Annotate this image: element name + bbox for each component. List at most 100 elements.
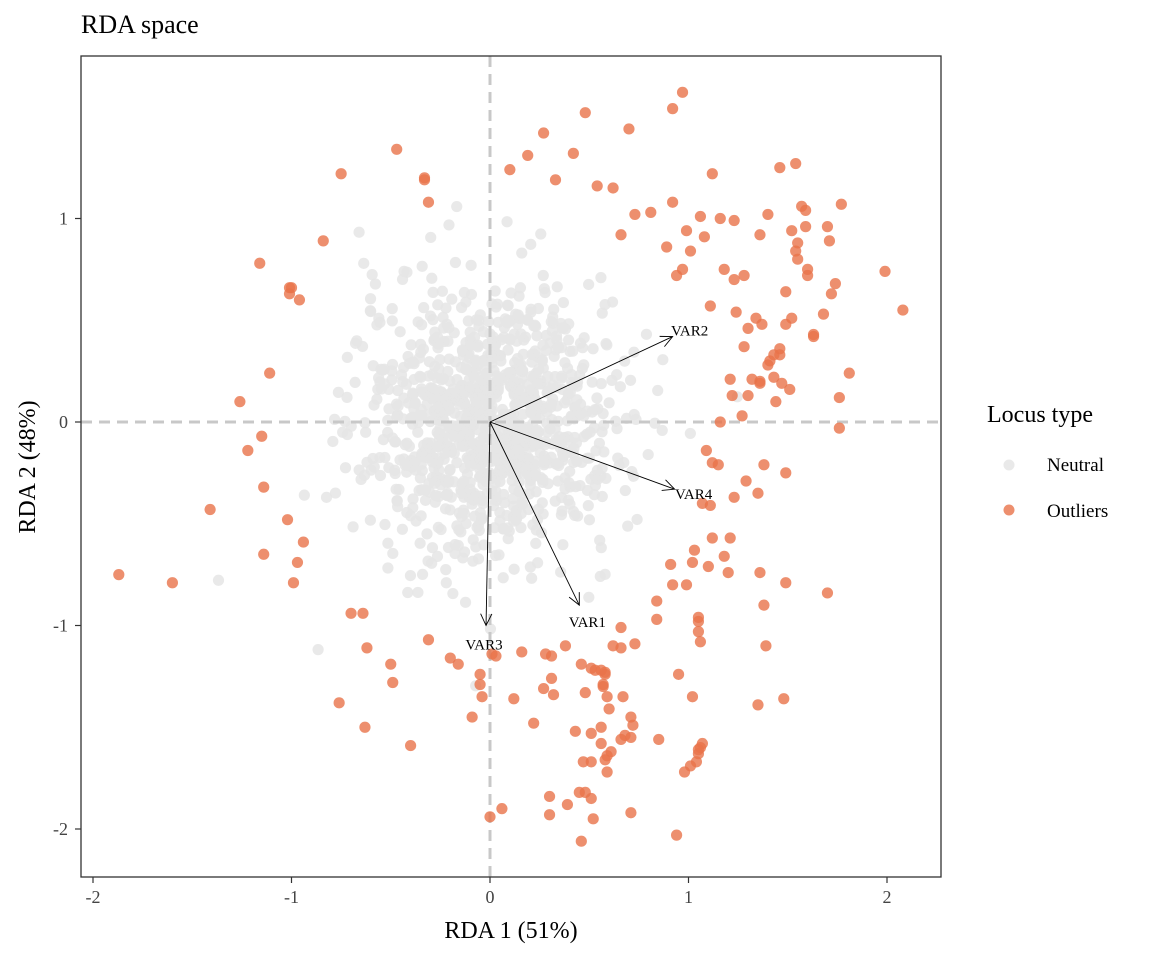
- neutral-point: [425, 231, 437, 244]
- outlier-point: [293, 294, 306, 306]
- biplot-arrows: VAR1 VAR2 VAR3 VAR4: [465, 324, 712, 654]
- neutral-point: [537, 339, 549, 351]
- legend-key-neutral: [1003, 459, 1015, 471]
- neutral-point: [407, 356, 419, 368]
- outlier-point: [835, 198, 847, 210]
- neutral-point: [582, 500, 594, 512]
- arrow-var1: [489, 421, 580, 606]
- neutral-point: [521, 437, 533, 449]
- neutral-point: [522, 314, 534, 326]
- neutral-point: [564, 386, 576, 399]
- outlier-point: [680, 579, 693, 591]
- outlier-point: [774, 162, 786, 174]
- neutral-point: [467, 419, 480, 431]
- neutral-point: [360, 426, 372, 438]
- neutral-point: [583, 278, 595, 291]
- neutral-point: [530, 537, 542, 550]
- neutral-point: [412, 426, 424, 438]
- outlier-point: [694, 636, 707, 648]
- outlier-point: [692, 615, 705, 628]
- outlier-point: [802, 269, 814, 282]
- chart-title: RDA space: [81, 10, 199, 39]
- neutral-point: [515, 384, 527, 397]
- arrow-var4: [489, 421, 675, 490]
- neutral-point: [386, 303, 398, 315]
- outlier-point: [595, 721, 607, 733]
- outlier-point: [670, 829, 683, 841]
- outlier-point: [825, 288, 838, 300]
- outlier-point: [780, 577, 792, 589]
- outlier-point: [738, 269, 750, 282]
- neutral-point: [327, 435, 339, 448]
- neutral-point: [433, 363, 445, 375]
- outlier-point: [718, 550, 730, 562]
- neutral-point: [349, 376, 361, 389]
- outlier-point: [780, 286, 792, 298]
- outlier-point: [391, 143, 403, 155]
- outlier-point: [528, 717, 540, 729]
- neutral-point: [358, 257, 370, 269]
- neutral-point: [456, 478, 468, 490]
- outlier-point: [714, 212, 726, 225]
- plot-border: [80, 55, 942, 878]
- neutral-point: [501, 299, 514, 311]
- outlier-point: [742, 322, 754, 334]
- outlier-point: [496, 803, 508, 815]
- neutral-point: [557, 296, 570, 309]
- outlier-point: [254, 257, 266, 269]
- outlier-point: [726, 389, 738, 402]
- neutral-point: [513, 359, 525, 372]
- neutral-point: [371, 319, 383, 331]
- neutral-point: [459, 486, 471, 499]
- outlier-point: [466, 711, 478, 723]
- neutral-point: [339, 415, 351, 427]
- outlier-point: [256, 430, 268, 442]
- neutral-point: [401, 459, 413, 471]
- outlier-point: [714, 416, 726, 428]
- outlier-point: [357, 607, 369, 619]
- neutral-point: [469, 510, 481, 522]
- neutral-point: [581, 484, 594, 497]
- x-tick-label: 1: [684, 887, 693, 907]
- outlier-point: [405, 739, 417, 752]
- neutral-point: [369, 278, 382, 290]
- neutral-point: [455, 410, 467, 422]
- outlier-point: [823, 235, 836, 247]
- outlier-point: [575, 835, 587, 847]
- outlier-point: [452, 658, 464, 670]
- y-tick-label: 1: [59, 209, 68, 229]
- neutral-point: [511, 444, 523, 456]
- neutral-point: [440, 564, 452, 576]
- outlier-point: [422, 634, 435, 646]
- outlier-point: [166, 577, 178, 589]
- outlier-point: [490, 650, 502, 662]
- outlier-point: [591, 180, 603, 192]
- neutral-point: [495, 468, 507, 481]
- neutral-point: [611, 369, 623, 381]
- outlier-point: [615, 733, 627, 746]
- neutral-point: [479, 383, 491, 395]
- neutral-point: [458, 286, 470, 299]
- neutral-point: [557, 539, 569, 551]
- neutral-point: [417, 343, 429, 355]
- neutral-point: [349, 337, 362, 349]
- arrow-var2: [489, 336, 673, 423]
- neutral-point: [572, 510, 584, 522]
- outlier-point: [704, 300, 716, 312]
- outlier-point: [712, 459, 724, 471]
- neutral-point: [432, 401, 444, 413]
- outlier-point: [333, 697, 345, 709]
- neutral-point: [382, 537, 394, 549]
- outlier-point: [577, 756, 589, 768]
- neutral-point: [339, 462, 352, 474]
- neutral-point: [516, 247, 528, 259]
- outlier-point: [359, 721, 371, 733]
- outlier-point: [537, 127, 550, 139]
- outlier-point: [897, 304, 909, 316]
- outlier-point: [585, 727, 597, 739]
- neutral-point: [555, 509, 567, 521]
- outlier-point: [688, 544, 701, 556]
- neutral-point: [511, 512, 523, 524]
- neutral-point: [410, 464, 422, 476]
- outlier-point: [601, 766, 613, 778]
